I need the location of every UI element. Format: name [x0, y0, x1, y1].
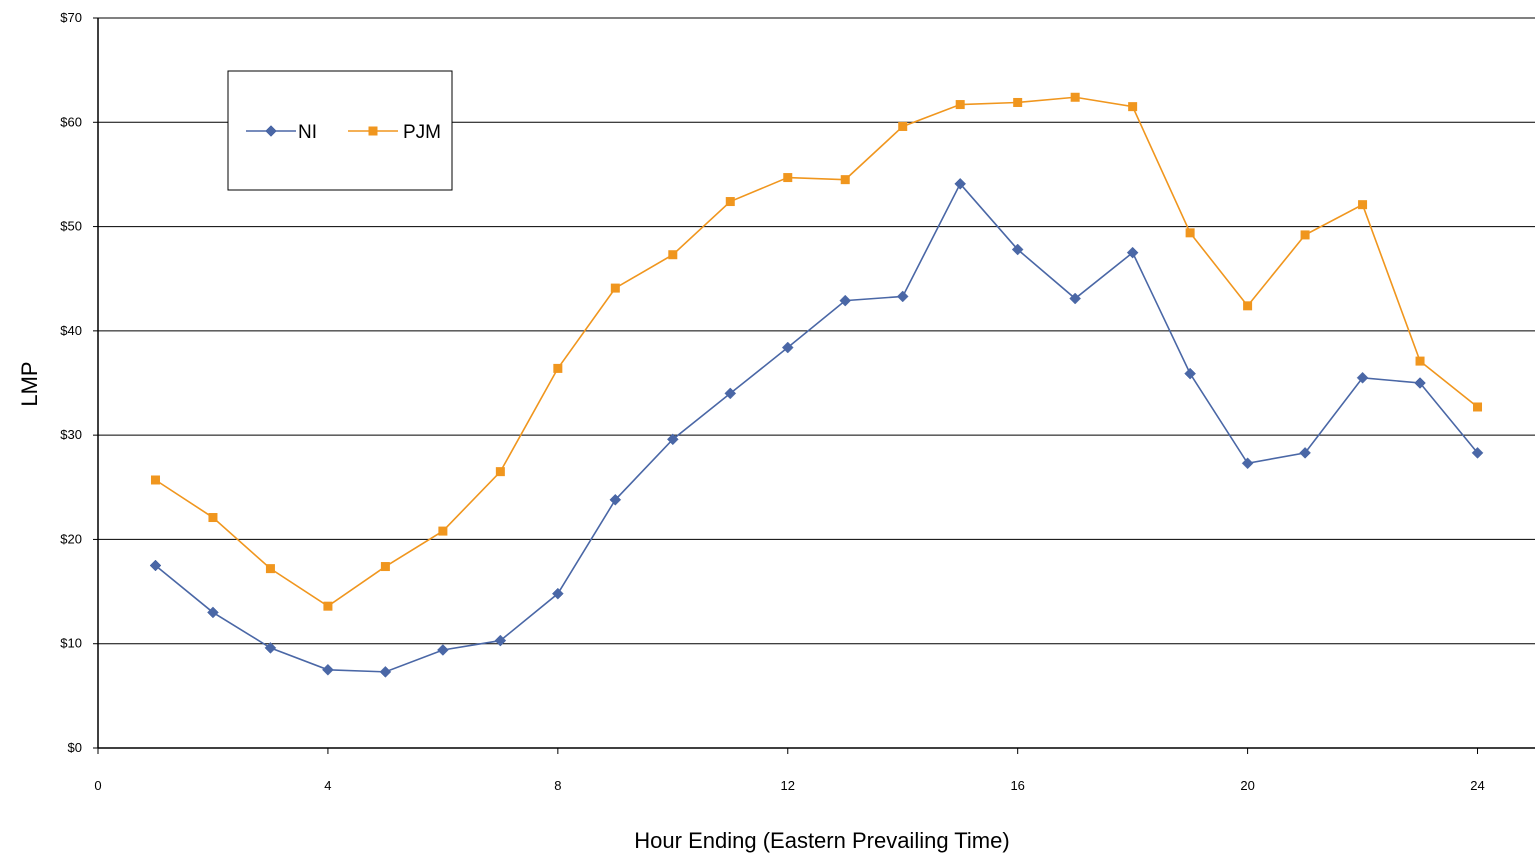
series-line-ni: [154, 182, 1479, 673]
data-point-pjm: [380, 562, 390, 572]
data-point-pjm: [265, 564, 275, 574]
data-point-ni: [437, 644, 449, 656]
x-tick-label: 4: [324, 778, 331, 793]
series-ni: [149, 177, 1484, 678]
data-point-ni: [207, 606, 219, 619]
data-point-ni: [551, 587, 564, 600]
data-point-ni: [1184, 367, 1196, 380]
data-point-ni: [149, 559, 162, 572]
data-point-pjm: [1300, 230, 1310, 240]
data-point-pjm: [1473, 402, 1483, 412]
x-tick-label: 20: [1240, 778, 1254, 793]
data-point-pjm: [1358, 200, 1368, 210]
data-point-pjm: [1128, 102, 1138, 112]
data-point-pjm: [1415, 356, 1425, 366]
legend: NI PJM: [227, 70, 453, 191]
data-point-pjm: [955, 100, 965, 110]
data-point-ni: [1356, 371, 1369, 384]
data-point-ni: [1126, 246, 1139, 259]
data-point-pjm: [495, 467, 505, 477]
data-point-pjm: [438, 526, 448, 536]
data-point-pjm: [610, 283, 620, 293]
data-point-pjm: [150, 475, 160, 485]
data-point-ni: [724, 387, 737, 400]
series-pjm: [150, 92, 1483, 611]
data-point-pjm: [1013, 97, 1023, 107]
data-point-ni: [1241, 457, 1254, 470]
data-point-ni: [666, 433, 679, 446]
data-point-ni: [1471, 447, 1484, 459]
data-point-pjm: [783, 173, 793, 183]
series-layer: [149, 92, 1484, 678]
data-point-ni: [322, 663, 334, 676]
y-tick-label: $70: [60, 10, 82, 25]
data-point-pjm: [668, 250, 678, 260]
data-point-ni: [954, 177, 967, 190]
legend-marker-ni: [265, 125, 277, 137]
y-tick-label: $40: [60, 323, 82, 338]
x-tick-label: 8: [554, 778, 561, 793]
x-axis-title: Hour Ending (Eastern Prevailing Time): [634, 828, 1009, 853]
x-tick-label: 16: [1010, 778, 1024, 793]
data-point-pjm: [898, 121, 908, 131]
data-point-ni: [264, 642, 277, 654]
y-tick-label: $30: [60, 427, 82, 442]
data-point-pjm: [323, 601, 333, 611]
data-point-pjm: [725, 197, 735, 207]
data-point-ni: [1299, 447, 1311, 459]
data-point-pjm: [1185, 228, 1195, 238]
data-point-ni: [1414, 377, 1426, 389]
data-point-ni: [839, 294, 852, 307]
y-tick-label: $10: [60, 636, 82, 651]
data-point-pjm: [840, 175, 850, 185]
data-point-ni: [1011, 243, 1024, 256]
y-tick-label: $60: [60, 114, 82, 129]
data-point-ni: [379, 666, 392, 678]
y-tick-label: $20: [60, 531, 82, 546]
data-point-pjm: [1243, 301, 1253, 311]
data-point-ni: [896, 290, 909, 303]
legend-label-ni: NI: [298, 122, 317, 143]
x-tick-label: 12: [781, 778, 795, 793]
series-line-pjm: [155, 96, 1479, 608]
x-axis-ticks: 0 4 8 12 16 20 24: [94, 748, 1485, 793]
data-point-pjm: [1070, 92, 1080, 102]
x-tick-label: 24: [1470, 778, 1484, 793]
y-tick-label: $0: [68, 740, 82, 755]
legend-marker-pjm: [368, 126, 378, 136]
data-point-ni: [609, 493, 622, 506]
y-tick-label: $50: [60, 219, 82, 234]
data-point-ni: [494, 634, 507, 647]
y-axis-ticks: $0 $10 $20 $30 $40 $50 $60 $70: [60, 10, 98, 755]
x-tick-label: 0: [94, 778, 101, 793]
data-point-ni: [1069, 292, 1082, 305]
legend-label-pjm: PJM: [403, 122, 441, 143]
y-axis-title: LMP: [17, 361, 42, 406]
data-point-pjm: [208, 513, 218, 523]
data-point-ni: [781, 341, 794, 354]
data-point-pjm: [553, 363, 563, 373]
axes: [97, 18, 1535, 749]
